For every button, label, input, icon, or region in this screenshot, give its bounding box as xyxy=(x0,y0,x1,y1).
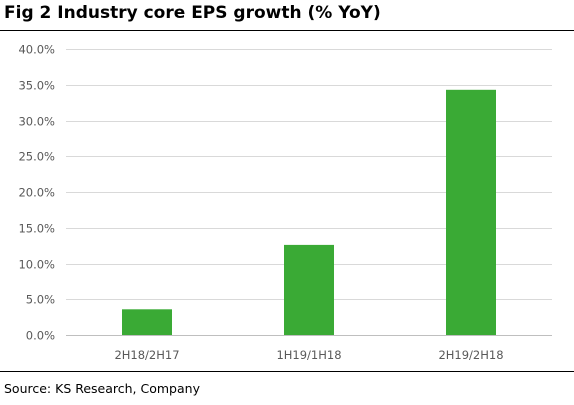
y-tick-label: 10.0% xyxy=(18,258,55,272)
chart-area: 0.0% 5.0% 10.0% 15.0% 20.0% 25.0% 30.0% 35.0% 40… xyxy=(0,31,574,369)
bars xyxy=(122,89,496,335)
x-category-label: 2H19/2H18 xyxy=(438,348,503,362)
title-divider xyxy=(0,30,574,31)
y-tick-label: 40.0% xyxy=(18,43,55,57)
y-tick-label: 5.0% xyxy=(26,293,55,307)
bar-2h19-2h18 xyxy=(446,89,496,335)
y-axis-tick-labels: 0.0% 5.0% 10.0% 15.0% 20.0% 25.0% 30.0% 35.0% 40… xyxy=(18,43,55,343)
y-tick-label: 20.0% xyxy=(18,186,55,200)
y-tick-label: 0.0% xyxy=(26,329,55,343)
y-tick-label: 15.0% xyxy=(18,222,55,236)
x-category-label: 2H18/2H17 xyxy=(114,348,179,362)
source-note: Source: KS Research, Company xyxy=(4,381,200,396)
y-tick-label: 35.0% xyxy=(18,79,55,93)
y-tick-label: 30.0% xyxy=(18,115,55,129)
bar-2h18-2h17 xyxy=(122,309,172,335)
figure-title: Fig 2 Industry core EPS growth (% YoY) xyxy=(4,3,381,23)
bar-chart: 0.0% 5.0% 10.0% 15.0% 20.0% 25.0% 30.0% 35.0% 40… xyxy=(18,43,552,362)
y-tick-label: 25.0% xyxy=(18,150,55,164)
x-category-label: 1H19/1H18 xyxy=(276,348,341,362)
x-axis-category-labels: 2H18/2H17 1H19/1H18 2H19/2H18 xyxy=(114,348,503,362)
source-divider xyxy=(0,371,574,372)
bar-1h19-1h18 xyxy=(284,244,334,335)
